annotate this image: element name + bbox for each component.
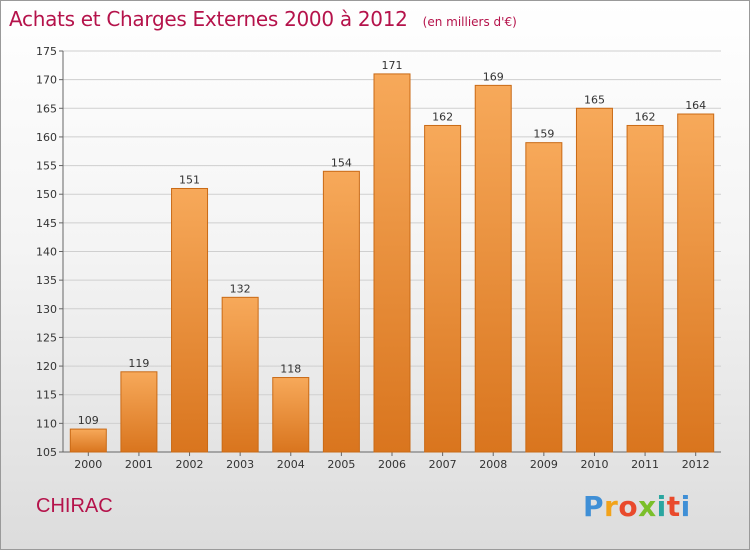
y-tick-label: 120 [36, 360, 57, 373]
data-label-2008: 169 [483, 70, 504, 83]
y-tick-label: 145 [36, 217, 57, 230]
bar-2000 [69, 428, 107, 453]
y-tick-label: 105 [36, 446, 57, 459]
x-tick-label: 2008 [479, 458, 507, 471]
bar-2011 [626, 124, 664, 453]
x-tick-label: 2011 [631, 458, 659, 471]
y-tick-label: 150 [36, 188, 57, 201]
y-tick-label: 175 [36, 45, 57, 58]
y-tick-label: 110 [36, 417, 57, 430]
y-tick-label: 135 [36, 274, 57, 287]
y-tick-label: 160 [36, 131, 57, 144]
data-label-2010: 165 [584, 93, 605, 106]
labels: 105 110 115 120 125 130 135 140 145 150 155 160 165 1… [36, 45, 710, 471]
y-tick-label: 165 [36, 102, 57, 115]
x-tick-label: 2000 [74, 458, 102, 471]
x-tick-label: 2006 [378, 458, 406, 471]
bar-2010 [575, 107, 613, 453]
x-tick-label: 2005 [327, 458, 355, 471]
commune-name: CHIRAC [36, 495, 113, 517]
data-label-2001: 119 [128, 357, 149, 370]
bar-2009 [525, 142, 563, 453]
y-tick-label: 125 [36, 331, 57, 344]
data-label-2004: 118 [280, 363, 301, 376]
x-tick-label: 2012 [682, 458, 710, 471]
x-tick-label: 2004 [277, 458, 305, 471]
y-tick-label: 170 [36, 74, 57, 87]
x-tick-label: 2009 [530, 458, 558, 471]
data-label-2005: 154 [331, 156, 352, 169]
y-tick-label: 155 [36, 160, 57, 173]
chart-header: Achats et Charges Externes 2000 à 2012 (… [9, 7, 517, 31]
bar-2005 [322, 170, 360, 453]
logo-letter: x [638, 490, 657, 523]
logo-letter: t [666, 490, 681, 523]
data-label-2007: 162 [432, 110, 453, 123]
data-label-2006: 171 [382, 59, 403, 72]
data-label-2012: 164 [685, 99, 706, 112]
bar-2002 [171, 187, 209, 453]
chart-title: Achats et Charges Externes 2000 à 2012 [9, 7, 408, 31]
logo-letter: o [618, 490, 639, 523]
bar-2001 [120, 371, 158, 453]
x-tick-label: 2001 [125, 458, 153, 471]
x-tick-label: 2003 [226, 458, 254, 471]
data-label-2011: 162 [635, 110, 656, 123]
data-label-2009: 159 [533, 128, 554, 141]
bar-2008 [474, 84, 512, 453]
y-tick-label: 140 [36, 246, 57, 259]
bar-2006 [373, 73, 411, 453]
data-label-2003: 132 [230, 282, 251, 295]
y-tick-label: 130 [36, 303, 57, 316]
x-tick-label: 2002 [176, 458, 204, 471]
data-label-2002: 151 [179, 173, 200, 186]
bar-2004 [272, 377, 310, 453]
y-tick-label: 115 [36, 389, 57, 402]
bar-2012 [677, 113, 715, 453]
logo-letter: r [604, 490, 619, 523]
bar-2003 [221, 296, 259, 453]
data-label-2000: 109 [78, 414, 99, 427]
proxiti-logo[interactable]: Proxiti [583, 490, 691, 523]
bars [69, 73, 715, 453]
logo-letter: i [680, 490, 691, 523]
chart-subtitle: (en milliers d'€) [422, 15, 517, 29]
bar-2007 [424, 124, 462, 453]
x-tick-label: 2007 [429, 458, 457, 471]
logo-letter: i [656, 490, 667, 523]
logo-letter: P [583, 490, 605, 523]
x-tick-label: 2010 [580, 458, 608, 471]
